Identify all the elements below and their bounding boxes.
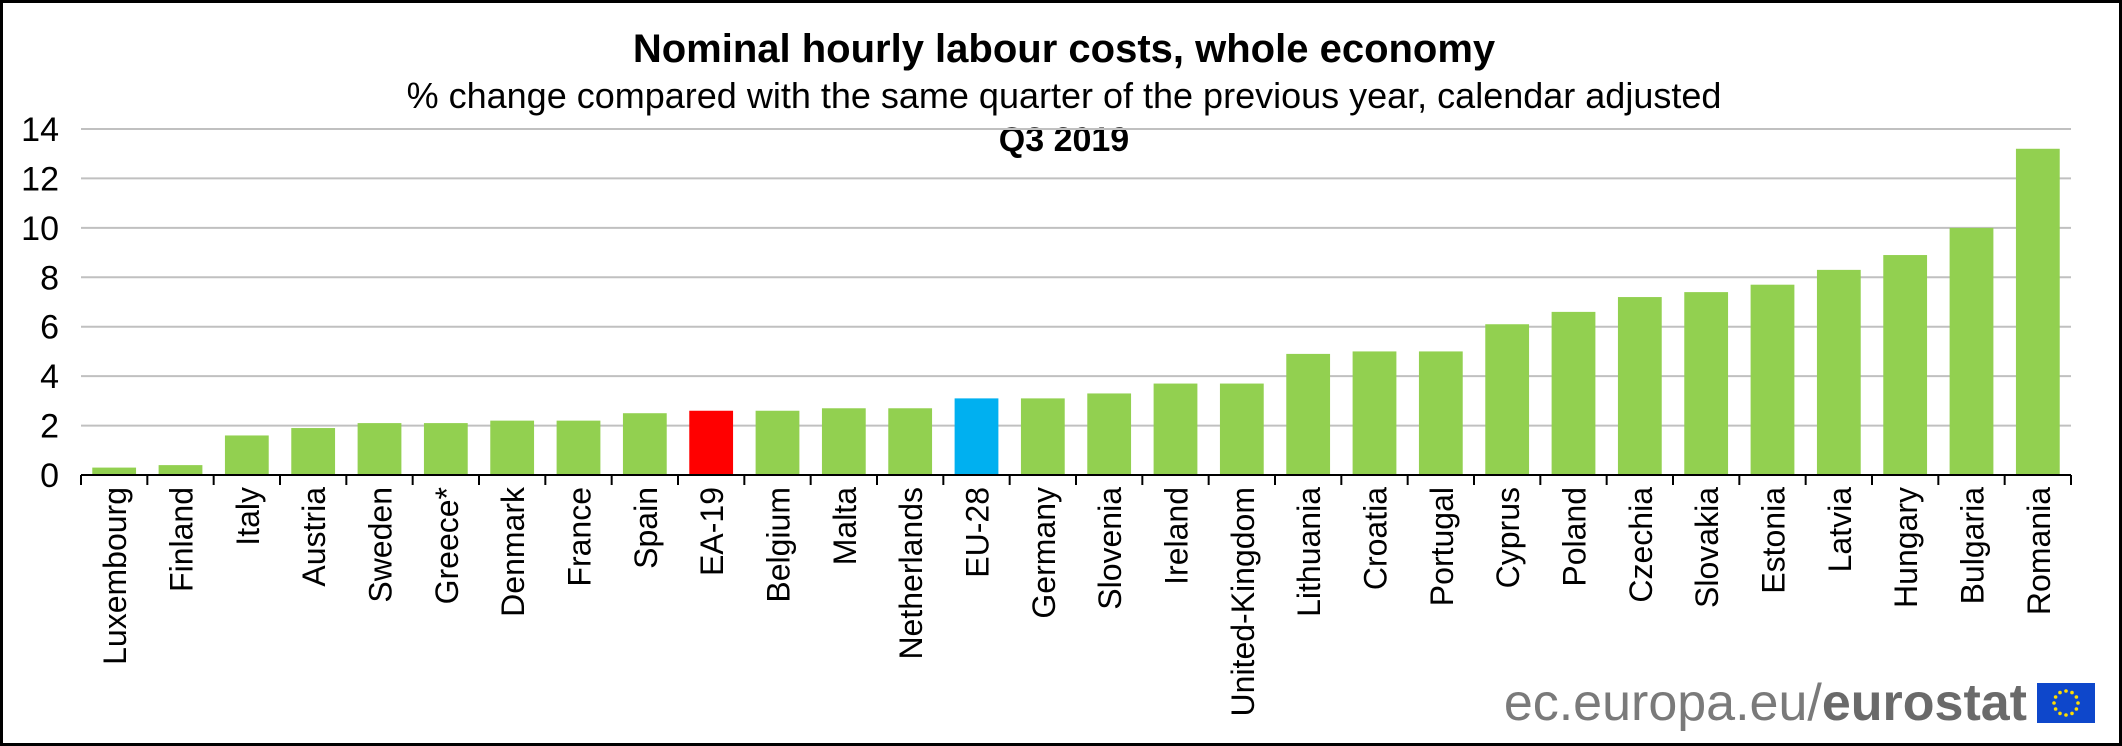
bar-austria bbox=[291, 428, 336, 475]
bar-greece bbox=[423, 423, 468, 475]
axes bbox=[80, 474, 2072, 485]
x-tick-label: Sweden bbox=[363, 487, 399, 603]
bar-united-kingdom bbox=[1219, 383, 1264, 475]
bar-lithuania bbox=[1286, 353, 1331, 475]
bar-bulgaria bbox=[1949, 227, 1994, 475]
flag-star bbox=[2070, 690, 2074, 695]
flag-star bbox=[2053, 707, 2058, 711]
chart-period: Q3 2019 bbox=[998, 121, 1130, 159]
bar-hungary bbox=[1883, 255, 1928, 475]
bar-cyprus bbox=[1485, 324, 1530, 475]
eu-flag-icon bbox=[2037, 683, 2095, 723]
x-tick-label: Ireland bbox=[1159, 487, 1195, 585]
flag-star bbox=[2064, 713, 2068, 717]
x-tick-label: Spain bbox=[628, 487, 664, 569]
bar-ireland bbox=[1153, 383, 1198, 475]
y-tick-labels: 0 2 4 6 8 10 12 14 bbox=[21, 111, 59, 495]
chart-subtitle: % change compared with the same quarter … bbox=[406, 75, 1722, 116]
x-tick-label: EA-19 bbox=[694, 487, 730, 576]
x-tick-label: Estonia bbox=[1756, 487, 1792, 594]
flag-star bbox=[2052, 701, 2056, 705]
bar-chart: 0 2 4 6 8 10 12 14 Luxembourg Finland Italy Austri… bbox=[21, 111, 2072, 716]
bar-germany bbox=[1020, 398, 1065, 475]
bars bbox=[92, 148, 2060, 475]
x-tick-label: Bulgaria bbox=[1955, 487, 1991, 605]
bar-slovenia bbox=[1087, 393, 1132, 475]
y-tick-label: 0 bbox=[40, 457, 59, 495]
chart-title: Nominal hourly labour costs, whole econo… bbox=[632, 27, 1496, 71]
x-tick-label: Denmark bbox=[495, 486, 531, 617]
bar-latvia bbox=[1816, 269, 1861, 475]
x-tick-label: Belgium bbox=[761, 487, 797, 603]
y-tick-label: 6 bbox=[40, 309, 59, 347]
x-tick-label: Lithuania bbox=[1291, 487, 1327, 617]
x-tick-label: Germany bbox=[1026, 487, 1062, 619]
bar-romania bbox=[2015, 148, 2060, 475]
y-tick-label: 8 bbox=[40, 259, 59, 297]
bar-finland bbox=[158, 465, 203, 475]
bar-malta bbox=[821, 408, 866, 475]
x-tick-label: Cyprus bbox=[1490, 487, 1526, 588]
source-footer: ec.europa.eu/ eurostat bbox=[1504, 673, 2095, 733]
bar-belgium bbox=[755, 410, 800, 475]
bar-netherlands bbox=[888, 408, 933, 475]
x-tick-label: Croatia bbox=[1358, 487, 1394, 590]
gridlines bbox=[81, 128, 2071, 427]
x-tick-label: Romania bbox=[2021, 487, 2057, 615]
x-tick-label: Portugal bbox=[1424, 487, 1460, 606]
y-tick-label: 2 bbox=[40, 408, 59, 446]
y-tick-label: 12 bbox=[21, 160, 59, 198]
x-tick-label: Latvia bbox=[1822, 487, 1858, 573]
bar-portugal bbox=[1418, 351, 1463, 475]
x-tick-label: United-Kingdom bbox=[1225, 487, 1261, 716]
x-tick-label: Greece* bbox=[429, 487, 465, 604]
bar-estonia bbox=[1750, 284, 1795, 475]
bar-sweden bbox=[357, 423, 402, 475]
x-tick-label: Netherlands bbox=[893, 487, 929, 660]
y-tick-label: 14 bbox=[21, 111, 59, 149]
x-tick-label: Slovenia bbox=[1092, 487, 1128, 610]
flag-star bbox=[2074, 707, 2079, 711]
bar-france bbox=[556, 420, 601, 475]
x-tick-label: Czechia bbox=[1623, 487, 1659, 603]
flag-star bbox=[2053, 695, 2058, 699]
x-tick-label: Slovakia bbox=[1689, 487, 1725, 608]
y-tick-label: 10 bbox=[21, 210, 59, 248]
bar-ea-19 bbox=[689, 410, 734, 475]
x-tick-label: EU-28 bbox=[960, 487, 996, 578]
bar-poland bbox=[1551, 311, 1596, 475]
flag-star bbox=[2076, 701, 2080, 705]
bar-slovakia bbox=[1684, 292, 1729, 475]
bar-italy bbox=[224, 435, 269, 475]
y-tick-label: 4 bbox=[40, 358, 59, 396]
flag-star bbox=[2074, 695, 2079, 699]
x-tick-labels: Luxembourg Finland Italy Austria Sweden Greec… bbox=[97, 486, 2057, 716]
x-tick-label: Hungary bbox=[1888, 487, 1924, 608]
x-tick-label: Italy bbox=[230, 487, 266, 546]
x-tick-label: France bbox=[562, 487, 598, 587]
bar-spain bbox=[622, 413, 667, 475]
x-tick-label: Austria bbox=[296, 487, 332, 587]
eurostat-brand: eurostat bbox=[1821, 674, 2027, 732]
flag-star bbox=[2070, 711, 2074, 716]
flag-star bbox=[2064, 689, 2068, 693]
x-tick-label: Finland bbox=[164, 487, 200, 592]
x-tick-label: Malta bbox=[827, 487, 863, 565]
bar-luxembourg bbox=[92, 467, 137, 475]
bar-denmark bbox=[490, 420, 535, 475]
bar-croatia bbox=[1352, 351, 1397, 475]
flag-star bbox=[2058, 711, 2062, 716]
x-tick-label: Luxembourg bbox=[97, 487, 133, 665]
bar-eu-28 bbox=[954, 398, 999, 475]
flag-star bbox=[2058, 690, 2062, 695]
x-tick-label: Poland bbox=[1557, 487, 1593, 587]
source-url: ec.europa.eu/ bbox=[1503, 674, 1822, 732]
bar-czechia bbox=[1617, 297, 1662, 475]
